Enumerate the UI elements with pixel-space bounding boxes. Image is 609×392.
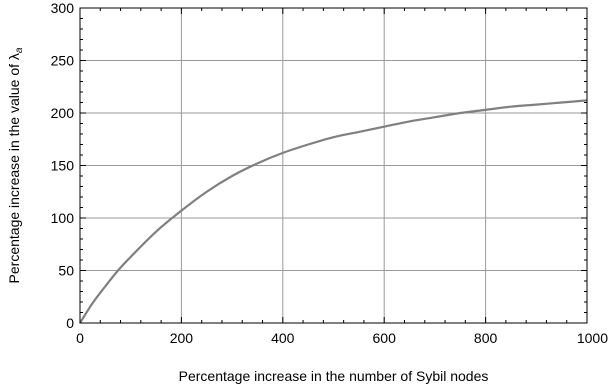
y-tick-label: 150 <box>51 158 75 174</box>
grid <box>80 8 587 323</box>
series-line <box>79 99 588 324</box>
y-axis-title: Percentage increase in the value of λa <box>6 47 25 283</box>
y-tick-label: 300 <box>51 0 75 16</box>
y-tick-labels: 0 50 100 150 200 250 300 <box>51 0 75 331</box>
x-tick-label: 400 <box>271 330 295 346</box>
y-tick-label: 0 <box>66 315 74 331</box>
y-axis-title-text: Percentage increase in the value of <box>6 60 22 283</box>
x-tick-label: 200 <box>170 330 194 346</box>
x-tick-label: 0 <box>76 330 84 346</box>
x-tick-label: 1000 <box>577 330 608 346</box>
x-axis-title: Percentage increase in the number of Syb… <box>179 368 489 384</box>
plot-frame <box>79 7 588 324</box>
x-tick-label: 600 <box>373 330 397 346</box>
x-tick-labels: 0 200 400 600 800 1000 <box>76 330 608 346</box>
y-tick-label: 200 <box>51 105 75 121</box>
y-tick-label: 250 <box>51 53 75 69</box>
y-axis-title-symbol: λ <box>6 53 22 60</box>
y-tick-label: 50 <box>58 263 74 279</box>
y-axis-title-subscript: a <box>14 47 25 53</box>
y-tick-label: 100 <box>51 210 75 226</box>
x-tick-label: 800 <box>474 330 498 346</box>
